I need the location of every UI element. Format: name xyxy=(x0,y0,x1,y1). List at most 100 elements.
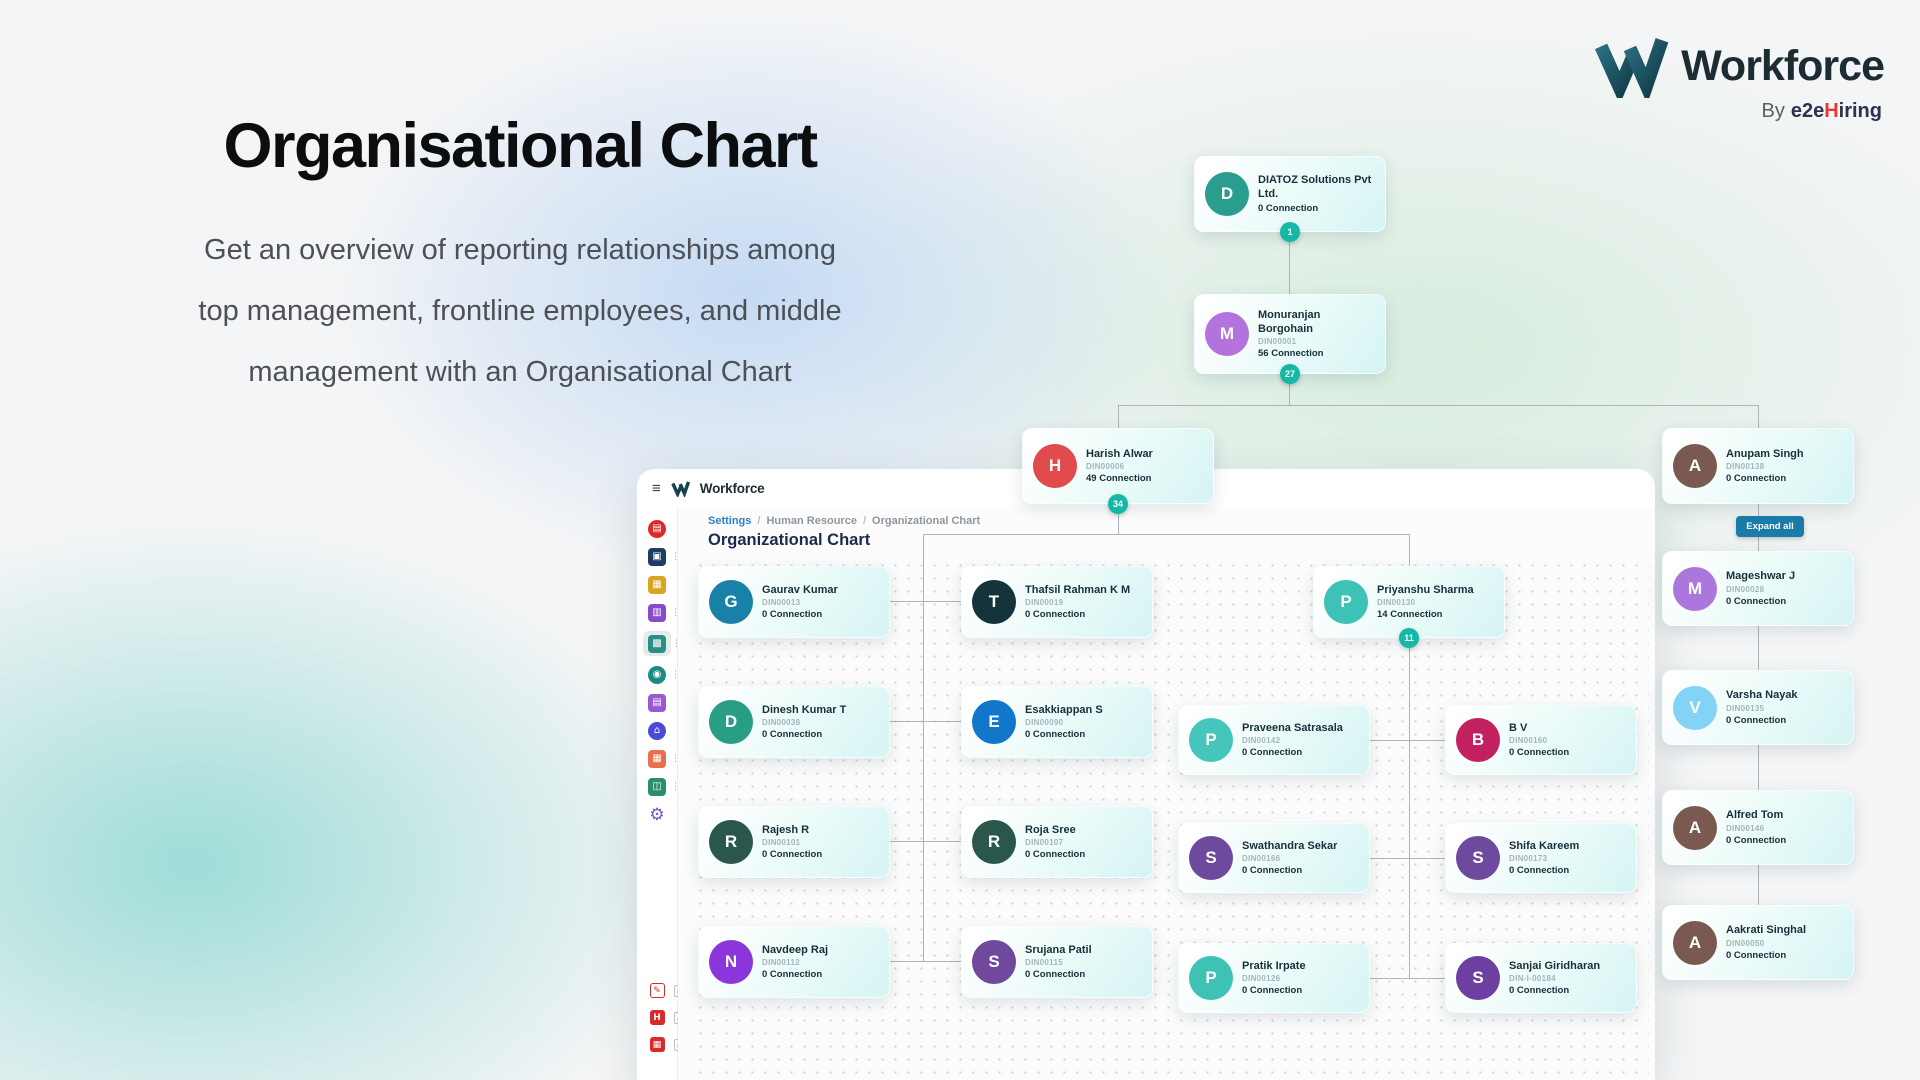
din-number: DIN00090 xyxy=(1025,718,1064,728)
employee-name: Aakrati Singhal xyxy=(1726,924,1807,937)
connection-count: 0 Connection xyxy=(1726,949,1787,961)
performance-chart-icon: ▤ xyxy=(648,519,666,538)
org-card-varsha-nayak[interactable]: V Varsha Nayak DIN00135 0 Connection xyxy=(1662,670,1854,745)
sidebar-item-people-support[interactable]: ◉ ⋮ xyxy=(644,665,680,684)
employee-name: Mageshwar J xyxy=(1726,570,1796,583)
org-card-alfred-tom[interactable]: A Alfred Tom DIN00146 0 Connection xyxy=(1662,790,1854,865)
sidebar-item-organization-bank[interactable]: ⌂ xyxy=(644,721,670,740)
org-card-monuranjan-borgohain[interactable]: M Monuranjan Borgohain DIN00001 56 Connecti… xyxy=(1194,294,1386,374)
avatar: S xyxy=(1456,836,1500,880)
org-card-sanjai-giridharan[interactable]: S Sanjai Giridharan DIN-I-00184 0 Connectio… xyxy=(1445,943,1637,1013)
connection-count: 0 Connection xyxy=(1025,969,1086,981)
org-card-thafsil-rahman[interactable]: T Thafsil Rahman K M DIN00019 0 Connection xyxy=(961,566,1153,638)
kebab-menu-icon[interactable]: ⋮ xyxy=(671,669,680,679)
employee-name: Priyanshu Sharma xyxy=(1377,583,1474,596)
din-number: DIN00130 xyxy=(1377,598,1416,608)
avatar: P xyxy=(1189,956,1233,1000)
benefits-icon: ◫ xyxy=(648,777,666,796)
children-count-badge[interactable]: 34 xyxy=(1108,494,1128,514)
calendar-alert-icon: ▦ xyxy=(649,1037,665,1052)
sidebar-item-clipboard[interactable]: ▥ ⋮ xyxy=(644,603,680,622)
hiring-doc-icon: H xyxy=(649,1010,665,1025)
expand-all-button[interactable]: Expand all xyxy=(1736,516,1804,537)
sidebar-item-performance-chart[interactable]: ▤ xyxy=(644,519,670,538)
children-count-badge[interactable]: 27 xyxy=(1280,364,1300,384)
sidebar-item-calendar-tasks[interactable]: ▦ xyxy=(644,575,670,594)
breadcrumb-organizational-chart[interactable]: Organizational Chart xyxy=(872,515,981,527)
connection-count: 0 Connection xyxy=(1726,834,1787,846)
org-card-praveena-satrasala[interactable]: P Praveena Satrasala DIN00142 0 Connection xyxy=(1178,705,1370,775)
org-card-anupam-singh[interactable]: A Anupam Singh DIN00138 0 Connection xyxy=(1662,428,1854,504)
hero-section: Organisational Chart Get an overview of … xyxy=(60,110,980,403)
employee-name: Dinesh Kumar T xyxy=(762,703,847,716)
connection-count: 0 Connection xyxy=(1025,849,1086,861)
din-number: DIN00126 xyxy=(1242,974,1281,984)
avatar: T xyxy=(972,580,1016,624)
avatar: S xyxy=(1189,836,1233,880)
sidebar-item-id-card[interactable]: ▦ ⋮ xyxy=(644,749,680,768)
din-number: DIN00101 xyxy=(762,838,801,848)
org-card-rajesh-r[interactable]: R Rajesh R DIN00101 0 Connection xyxy=(698,806,890,878)
org-card-esakkiappan-s[interactable]: E Esakkiappan S DIN00090 0 Connection xyxy=(961,686,1153,758)
kebab-menu-icon[interactable]: ⋮ xyxy=(671,753,680,763)
employee-name: Swathandra Sekar xyxy=(1242,839,1338,852)
connector-line xyxy=(1370,740,1445,741)
breadcrumb-separator: / xyxy=(757,515,761,527)
org-card-priyanshu-sharma[interactable]: P Priyanshu Sharma DIN00130 14 Connection xyxy=(1313,566,1505,638)
connection-count: 0 Connection xyxy=(1509,985,1570,997)
org-card-pratik-irpate[interactable]: P Pratik Irpate DIN00126 0 Connection xyxy=(1178,943,1370,1013)
din-number: DIN00135 xyxy=(1726,703,1765,713)
handbook-icon: ▤ xyxy=(648,693,666,712)
employee-name: DIATOZ Solutions Pvt Ltd. xyxy=(1258,173,1372,200)
edit-document-icon: ✎ xyxy=(649,983,665,998)
org-card-navdeep-raj[interactable]: N Navdeep Raj DIN00112 0 Connection xyxy=(698,926,890,998)
employee-name: Roja Sree xyxy=(1025,823,1076,836)
org-card-harish-alwar[interactable]: H Harish Alwar DIN00006 49 Connection xyxy=(1022,428,1214,504)
org-card-srujana-patil[interactable]: S Srujana Patil DIN00115 0 Connection xyxy=(961,926,1153,998)
sidebar-item-benefits[interactable]: ◫ ⋮ xyxy=(644,777,680,796)
din-number: DIN00112 xyxy=(762,958,800,968)
children-count-badge[interactable]: 11 xyxy=(1399,628,1419,648)
connection-count: 0 Connection xyxy=(1258,203,1319,215)
org-card-dinesh-kumar[interactable]: D Dinesh Kumar T DIN00038 0 Connection xyxy=(698,686,890,758)
org-card-roja-sree[interactable]: R Roja Sree DIN00107 0 Connection xyxy=(961,806,1153,878)
sidebar-item-handbook[interactable]: ▤ xyxy=(644,693,670,712)
connector-line xyxy=(1118,512,1119,534)
connection-count: 49 Connection xyxy=(1086,473,1152,485)
connector-line xyxy=(1370,858,1445,859)
kebab-menu-icon[interactable]: ⋮ xyxy=(672,638,681,648)
children-count-badge[interactable]: 1 xyxy=(1280,222,1300,242)
connector-line xyxy=(1758,405,1759,428)
din-number: DIN00115 xyxy=(1025,958,1063,968)
sidebar-item-settings-gear[interactable]: ⚙ xyxy=(644,805,670,825)
employee-name: Harish Alwar xyxy=(1086,447,1153,460)
org-card-shifa-kareem[interactable]: S Shifa Kareem DIN00173 0 Connection xyxy=(1445,823,1637,893)
org-card-swathandra-sekar[interactable]: S Swathandra Sekar DIN00166 0 Connection xyxy=(1178,823,1370,893)
kebab-menu-icon[interactable]: ⋮ xyxy=(671,781,680,791)
sidebar: ▤▣⋮▦▥⋮▩⋮◉⋮▤⌂▦⋮◫⋮⚙ ✎↗H↗▦↗ xyxy=(637,507,686,1080)
employee-name: B V xyxy=(1509,721,1528,734)
sidebar-item-briefcase[interactable]: ▣ ⋮ xyxy=(644,547,680,566)
org-card-aakrati-singhal[interactable]: A Aakrati Singhal DIN00050 0 Connection xyxy=(1662,905,1854,980)
avatar: D xyxy=(709,700,753,744)
kebab-menu-icon[interactable]: ⋮ xyxy=(671,607,680,617)
din-number: DIN00001 xyxy=(1258,337,1297,347)
connection-count: 0 Connection xyxy=(1726,595,1787,607)
avatar: A xyxy=(1673,444,1717,488)
menu-icon[interactable]: ≡ xyxy=(652,479,661,497)
avatar: S xyxy=(1456,956,1500,1000)
connector-line xyxy=(1118,405,1758,406)
org-card-diatoz[interactable]: D DIATOZ Solutions Pvt Ltd. 0 Connection xyxy=(1194,156,1386,232)
avatar: H xyxy=(1033,444,1077,488)
org-card-gaurav-kumar[interactable]: G Gaurav Kumar DIN00013 0 Connection xyxy=(698,566,890,638)
avatar: A xyxy=(1673,805,1717,850)
breadcrumb-human-resource[interactable]: Human Resource xyxy=(766,515,857,527)
breadcrumb-settings[interactable]: Settings xyxy=(708,515,752,527)
kebab-menu-icon[interactable]: ⋮ xyxy=(671,551,680,561)
din-number: DIN00166 xyxy=(1242,854,1281,864)
avatar: V xyxy=(1673,685,1717,730)
sidebar-item-org-structure[interactable]: ▩ ⋮ xyxy=(643,631,681,656)
breadcrumb-separator: / xyxy=(862,515,867,527)
org-card-b-v[interactable]: B B V DIN00160 0 Connection xyxy=(1445,705,1637,775)
org-card-mageshwar-j[interactable]: M Mageshwar J DIN00028 0 Connection xyxy=(1662,551,1854,626)
